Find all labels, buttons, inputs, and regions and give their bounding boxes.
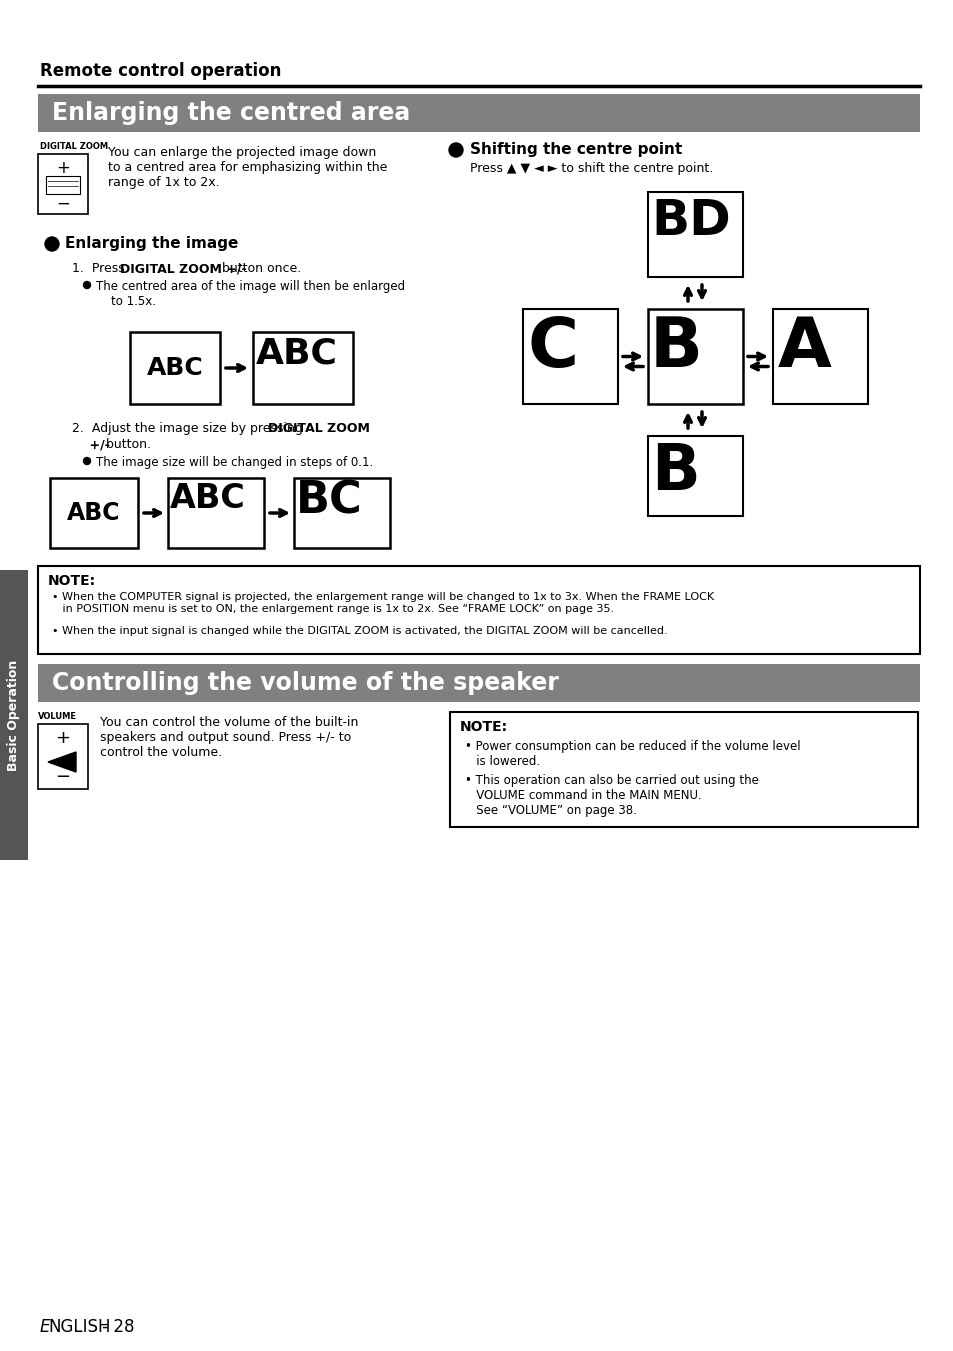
Text: • When the COMPUTER signal is projected, the enlargement range will be changed t: • When the COMPUTER signal is projected,… — [52, 592, 714, 613]
Text: Shifting the centre point: Shifting the centre point — [470, 142, 681, 157]
Circle shape — [45, 236, 59, 251]
Text: Enlarging the centred area: Enlarging the centred area — [52, 101, 410, 126]
Bar — [772, 309, 867, 404]
Text: - 28: - 28 — [97, 1319, 134, 1336]
Bar — [253, 332, 353, 404]
Text: −: − — [56, 195, 70, 213]
Text: • This operation can also be carried out using the
   VOLUME command in the MAIN: • This operation can also be carried out… — [464, 774, 758, 817]
Text: NOTE:: NOTE: — [48, 574, 96, 588]
Text: Enlarging the image: Enlarging the image — [65, 236, 238, 251]
Bar — [38, 566, 919, 654]
Text: +/-: +/- — [71, 438, 110, 451]
Text: +: + — [56, 159, 70, 177]
Text: • When the input signal is changed while the DIGITAL ZOOM is activated, the DIGI: • When the input signal is changed while… — [52, 626, 667, 636]
Text: C: C — [527, 313, 578, 381]
Bar — [522, 309, 618, 404]
Text: ABC: ABC — [147, 357, 203, 380]
Polygon shape — [48, 753, 76, 771]
Circle shape — [84, 458, 91, 465]
Text: button once.: button once. — [218, 262, 301, 276]
Text: button.: button. — [102, 438, 151, 451]
Text: NOTE:: NOTE: — [459, 720, 508, 734]
Circle shape — [449, 143, 462, 157]
Text: Basic Operation: Basic Operation — [8, 659, 20, 770]
Text: E: E — [40, 1319, 51, 1336]
Text: B: B — [650, 440, 699, 503]
Bar — [647, 192, 742, 277]
Bar — [38, 154, 88, 213]
Bar — [294, 478, 390, 549]
Text: 2.  Adjust the image size by pressing: 2. Adjust the image size by pressing — [71, 422, 307, 435]
Bar — [168, 478, 264, 549]
Bar — [38, 663, 919, 703]
Text: BC: BC — [295, 480, 362, 523]
Text: Press ▲ ▼ ◄ ► to shift the centre point.: Press ▲ ▼ ◄ ► to shift the centre point. — [470, 162, 713, 176]
Bar — [647, 436, 742, 516]
Bar — [647, 309, 742, 404]
Circle shape — [84, 281, 91, 289]
Text: 1.  Press: 1. Press — [71, 262, 129, 276]
Text: NGLISH: NGLISH — [48, 1319, 111, 1336]
Bar — [38, 724, 88, 789]
Text: ABC: ABC — [255, 336, 337, 372]
Text: You can enlarge the projected image down
to a centred area for emphasizing withi: You can enlarge the projected image down… — [108, 146, 387, 189]
Bar — [450, 712, 917, 827]
Bar — [0, 570, 28, 861]
Text: The image size will be changed in steps of 0.1.: The image size will be changed in steps … — [96, 457, 373, 469]
Text: VOLUME: VOLUME — [38, 712, 77, 721]
Text: You can control the volume of the built-in
speakers and output sound. Press +/- : You can control the volume of the built-… — [100, 716, 358, 759]
Bar — [50, 478, 138, 549]
Text: ABC: ABC — [67, 501, 121, 526]
Text: −: − — [55, 767, 71, 786]
Text: Remote control operation: Remote control operation — [40, 62, 281, 80]
Bar — [46, 176, 80, 195]
Text: DIGITAL ZOOM: DIGITAL ZOOM — [40, 142, 108, 151]
Text: ABC: ABC — [170, 482, 246, 515]
Text: BD: BD — [650, 197, 730, 245]
Bar — [130, 332, 220, 404]
Text: A: A — [778, 313, 831, 381]
Text: The centred area of the image will then be enlarged
    to 1.5x.: The centred area of the image will then … — [96, 280, 405, 308]
Text: B: B — [649, 313, 702, 381]
Text: +: + — [55, 730, 71, 747]
Text: DIGITAL ZOOM: DIGITAL ZOOM — [268, 422, 370, 435]
Text: DIGITAL ZOOM +/-: DIGITAL ZOOM +/- — [120, 262, 247, 276]
Text: Controlling the volume of the speaker: Controlling the volume of the speaker — [52, 671, 558, 694]
Bar — [38, 95, 919, 132]
Text: • Power consumption can be reduced if the volume level
   is lowered.: • Power consumption can be reduced if th… — [464, 740, 800, 767]
